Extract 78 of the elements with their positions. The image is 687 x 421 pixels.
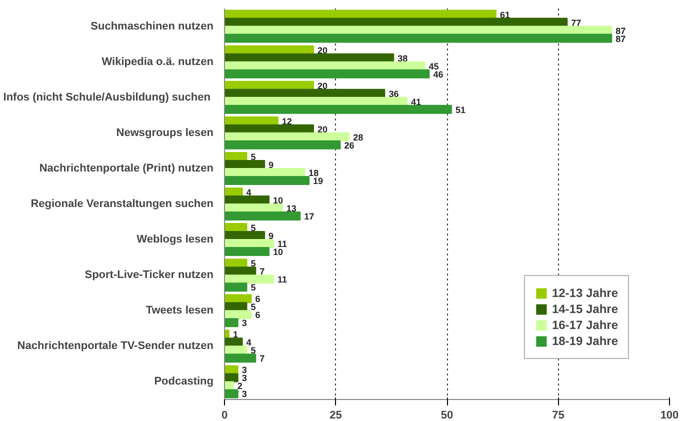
y-tick-label: Regionale Veranstaltungen suchen [30,198,214,210]
data-label: 9 [268,160,274,170]
x-tick-label: 25 [330,410,342,421]
data-label: 12 [282,116,292,126]
data-label: 3 [242,318,247,328]
data-label: 5 [250,302,256,312]
data-label: 38 [398,53,408,64]
data-label: 5 [250,282,256,293]
y-tick-label: Wikipedia o.ä. nutzen [102,56,214,68]
x-tick-label: 0 [221,410,228,421]
data-label: 1 [232,330,238,340]
bar [224,318,238,328]
bar [224,212,301,220]
bar [224,354,256,363]
data-label: 20 [318,124,328,134]
bar [224,389,238,398]
bar [224,176,310,185]
legend-label: 18-19 Jahre [552,334,618,348]
x-tick-label: 100 [660,410,679,421]
data-label: 4 [246,188,252,198]
bar [224,274,274,284]
data-label: 9 [268,231,274,242]
data-label: 10 [273,247,284,258]
data-label: 20 [318,45,328,56]
data-label: 3 [242,373,247,384]
y-tick-label: Sport-Live-Ticker nutzen [84,269,214,282]
data-label: 28 [353,132,364,142]
data-label: 19 [313,176,324,186]
x-tick-label: 50 [440,410,454,421]
data-label: 20 [318,80,328,91]
data-label: 36 [388,88,399,99]
bar [224,373,238,382]
bar [224,282,248,292]
data-label: 5 [250,223,256,234]
data-label: 2 [237,381,242,392]
data-label: 6 [255,310,260,320]
y-tick-label: Newsgroups lesen [116,126,214,139]
data-label: 3 [242,365,247,376]
data-label: 13 [286,204,296,214]
y-tick-label: Weblogs lesen [136,234,214,246]
legend-label: 12-13 Jahre [552,286,618,300]
bar [224,104,452,114]
data-label: 4 [246,338,252,348]
data-label: 18 [308,168,319,178]
data-label: 7 [260,354,265,364]
bar [224,34,612,43]
data-label: 5 [250,258,256,269]
bar [224,247,270,256]
data-label: 87 [616,26,626,36]
y-tick-label: Nachrichtenportale (Print) nutzen [39,162,214,174]
data-label: 10 [273,196,284,206]
data-label: 11 [277,274,287,285]
y-tick-label: Nachrichtenportale TV-Sender nutzen [17,340,214,352]
y-tick-label: Podcasting [154,376,214,388]
data-label: 6 [255,294,260,304]
data-label: 77 [571,18,582,28]
data-label: 45 [428,61,439,72]
y-tick-label: Infos (nicht Schule/Ausbildung) suchen [3,91,211,104]
data-label: 17 [304,211,314,222]
legend-label: 14-15 Jahre [552,302,618,316]
data-label: 7 [260,266,265,277]
y-tick-label: Suchmaschinen nutzen [90,20,214,32]
bar [224,140,341,150]
data-label: 51 [455,104,466,115]
y-tick-label: Tweets lesen [146,304,214,317]
legend-label: 16-17 Jahre [552,318,618,332]
data-label: 46 [433,69,444,80]
data-label: 61 [500,10,510,20]
data-label: 5 [250,152,256,162]
data-label: 11 [277,239,287,250]
bar [224,69,430,78]
x-tick-label: 75 [552,410,564,421]
data-label: 87 [616,34,626,44]
data-label: 41 [410,96,421,107]
data-label: 5 [250,346,256,356]
bar [224,310,252,320]
data-label: 26 [344,140,354,150]
data-label: 3 [242,389,247,400]
